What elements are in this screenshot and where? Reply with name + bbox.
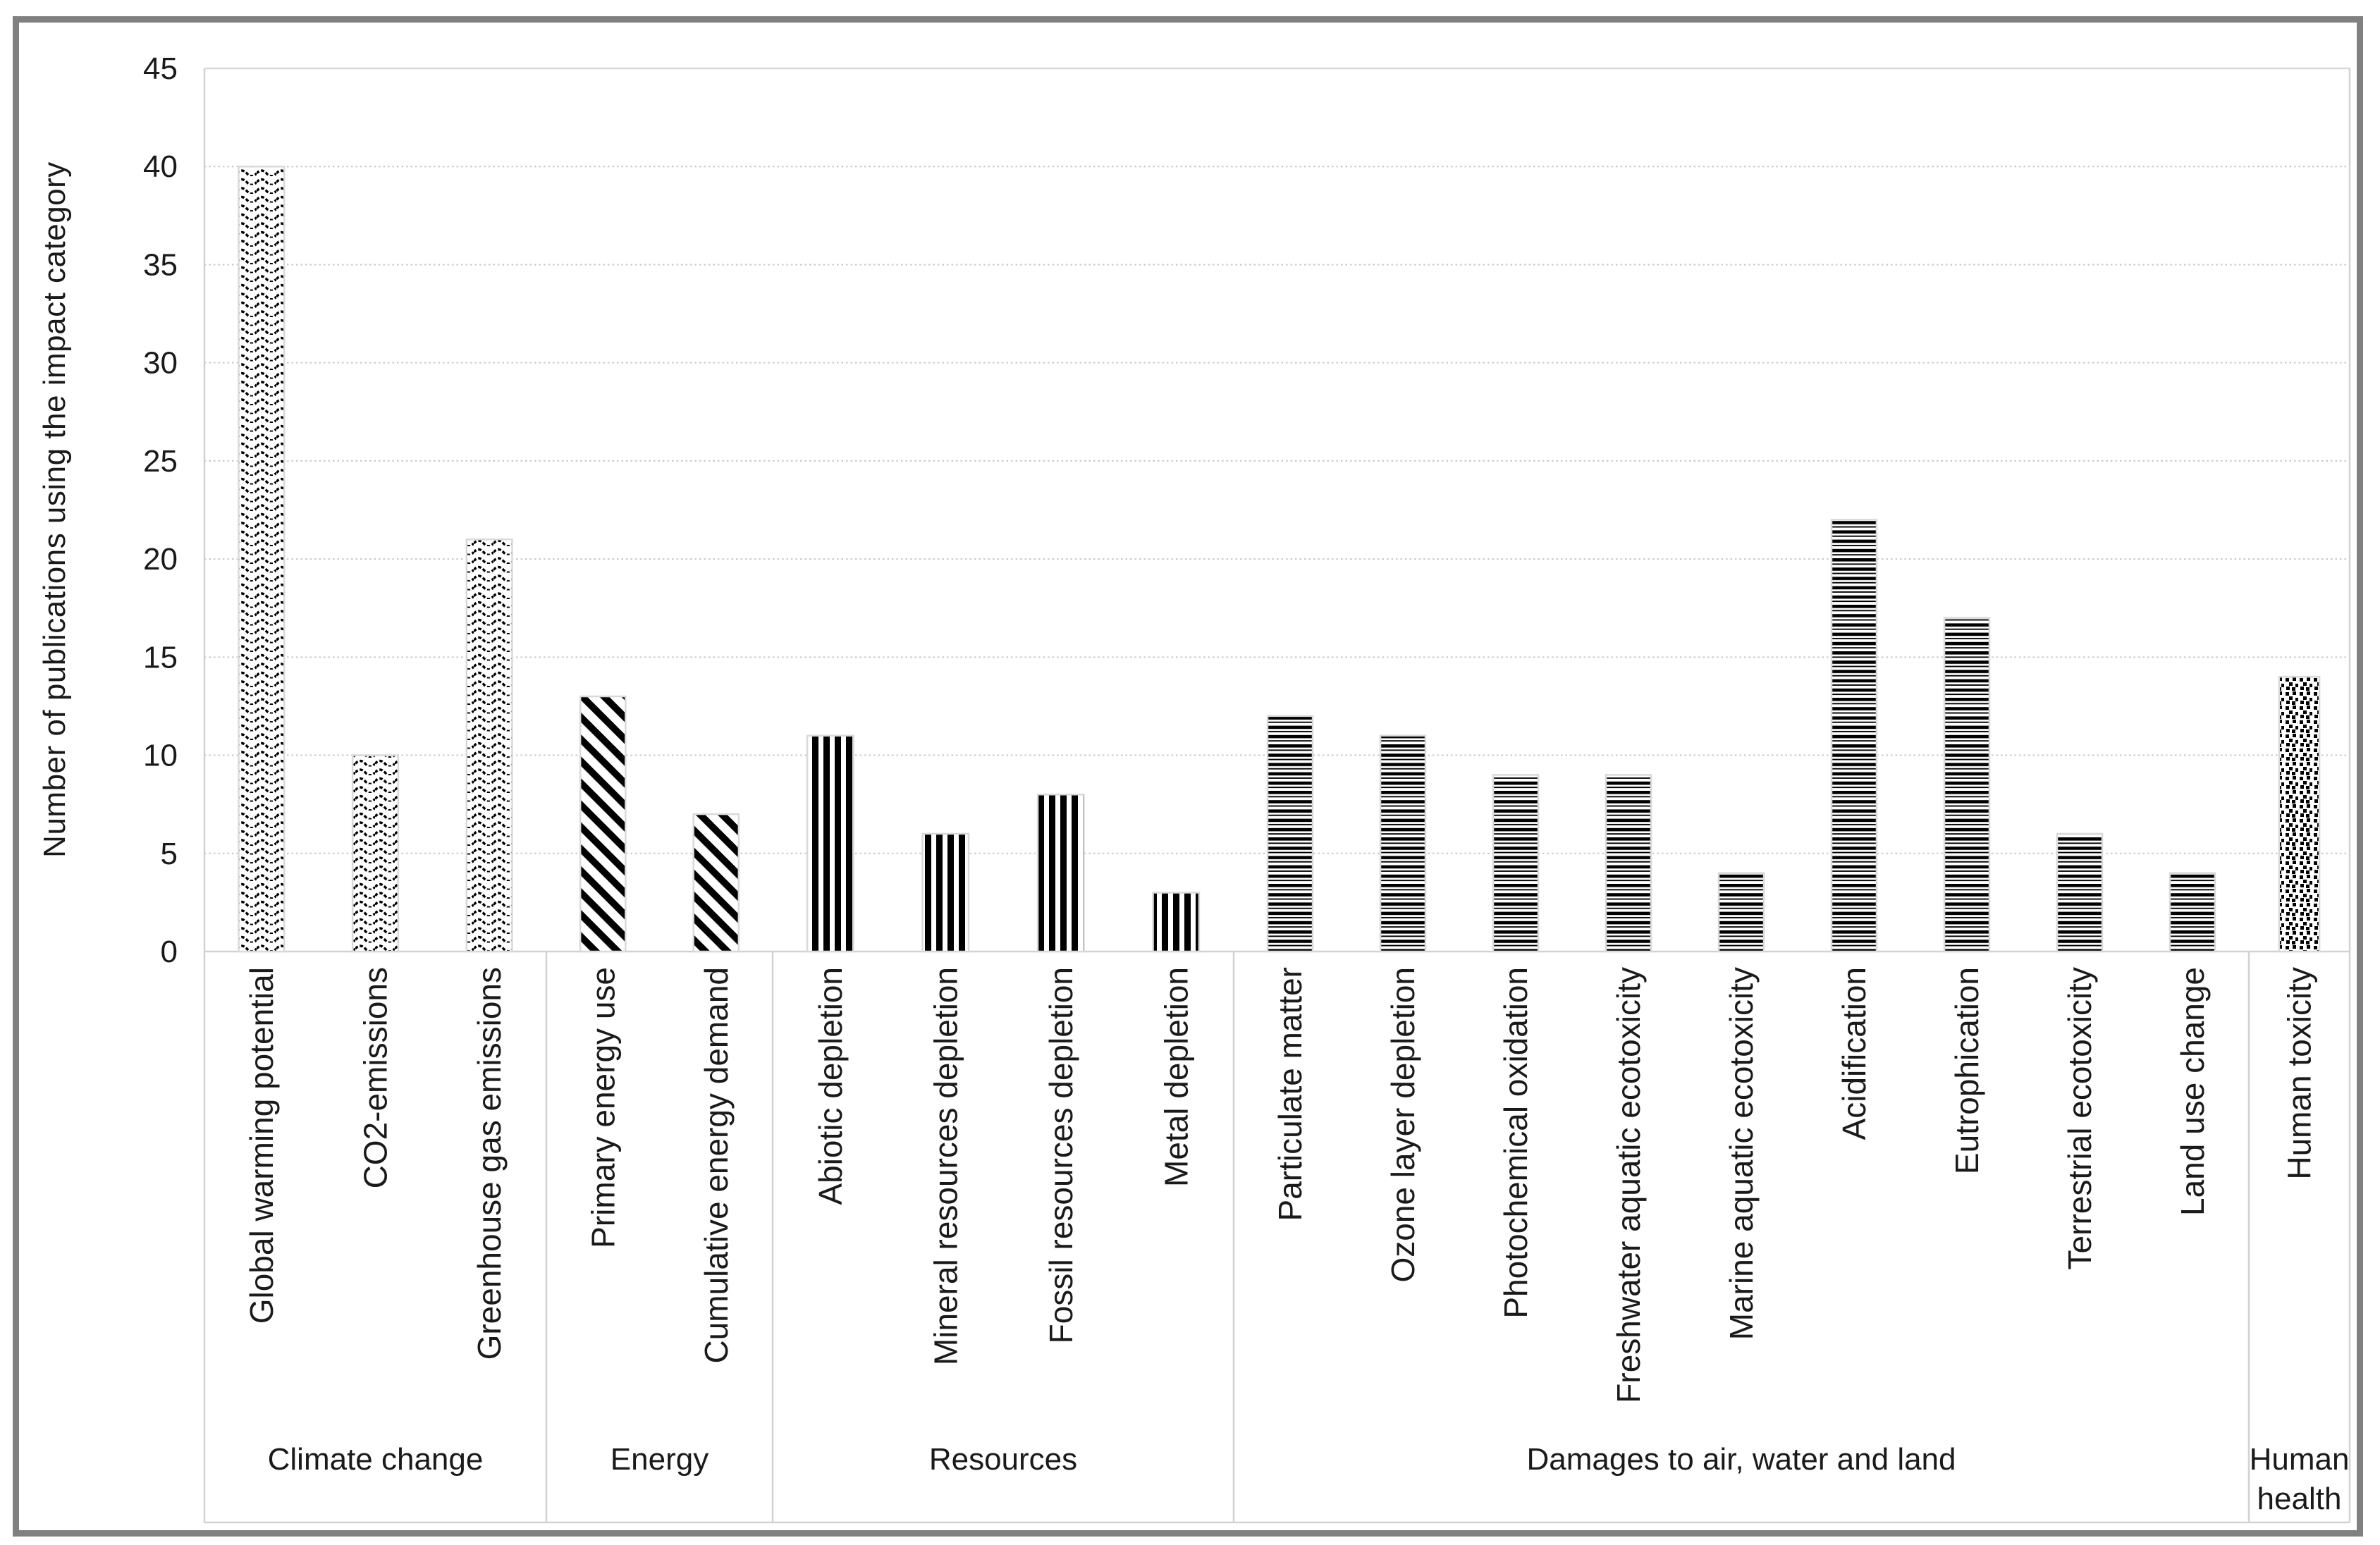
- x-category-label: Eutrophication: [1949, 967, 1985, 1174]
- bars: Global warming potential: 40 CO2-emission…: [238, 165, 2321, 953]
- y-tick-label: 5: [161, 837, 178, 871]
- x-category-label: Terrestrial ecotoxicity: [2061, 967, 2098, 1269]
- gridlines: [204, 67, 2350, 854]
- y-tick-label: 45: [143, 51, 178, 86]
- x-category-label: Fossil resources depletion: [1043, 967, 1079, 1343]
- x-category-label: Acidification: [1836, 967, 1872, 1140]
- x-category-label: Primary energy use: [584, 967, 621, 1248]
- x-group-label: Human: [2250, 1442, 2350, 1477]
- x-category-label: Global warming potential: [243, 967, 280, 1324]
- bar: Ozone layer depletion: 11: [1379, 734, 1427, 953]
- bar: Human toxicity: 14: [2278, 675, 2321, 953]
- bar: Metal depletion: 3: [1152, 892, 1201, 953]
- bar: Eutrophication: 17: [1943, 617, 1991, 953]
- x-category-label: Abiotic depletion: [812, 967, 849, 1205]
- x-category-label: Particulate matter: [1272, 967, 1308, 1221]
- x-group-labels: Climate change Energy Resources Damages to …: [268, 1442, 2350, 1516]
- y-tick-label: 10: [143, 739, 178, 773]
- x-category-label: Ozone layer depletion: [1385, 967, 1421, 1283]
- bar: Marine aquatic ecotoxicity: 4: [1717, 872, 1765, 953]
- y-axis-ticks: 0 5 10 15 20 25 30 35 40 45: [143, 51, 178, 969]
- y-tick-label: 30: [143, 346, 178, 381]
- bar: Acidification: 22: [1830, 519, 1878, 953]
- bar: Fossil resources depletion: 8: [1036, 793, 1085, 953]
- x-group-label: Damages to air, water and land: [1526, 1442, 1956, 1477]
- y-tick-label: 25: [143, 444, 178, 479]
- x-category-label: Mineral resources depletion: [927, 967, 964, 1365]
- x-category-label: Freshwater aquatic ecotoxicity: [1610, 967, 1647, 1403]
- bar: Global warming potential: 40: [238, 165, 286, 953]
- y-tick-label: 15: [143, 640, 178, 675]
- bar: Terrestrial ecotoxicity: 6: [2056, 832, 2104, 953]
- y-tick-label: 40: [143, 149, 178, 184]
- y-tick-label: 0: [161, 935, 178, 969]
- bar: Freshwater aquatic ecotoxicity: 9: [1605, 774, 1652, 953]
- x-group-label: Energy: [611, 1442, 709, 1477]
- x-category-label: Cumulative energy demand: [698, 967, 735, 1364]
- bar: Cumulative energy demand: 7: [692, 813, 740, 953]
- category-group-cells: [203, 68, 2351, 1524]
- x-group-label: health: [2257, 1482, 2342, 1516]
- x-category-label: Photochemical oxidation: [1497, 967, 1534, 1319]
- bar: Greenhouse gas emissions: 21: [465, 538, 513, 953]
- x-group-label: Climate change: [268, 1442, 484, 1477]
- y-tick-label: 20: [143, 542, 178, 577]
- x-category-label: Land use change: [2174, 967, 2211, 1216]
- bar: Particulate matter: 12: [1266, 715, 1314, 953]
- x-category-label: Greenhouse gas emissions: [471, 967, 508, 1360]
- bar: Primary energy use: 13: [579, 695, 627, 953]
- bar: Photochemical oxidation: 9: [1492, 774, 1540, 953]
- x-group-label: Resources: [929, 1442, 1077, 1477]
- x-category-label: CO2-emissions: [357, 967, 394, 1188]
- x-category-label: Human toxicity: [2281, 967, 2318, 1180]
- x-category-label: Marine aquatic ecotoxicity: [1723, 967, 1760, 1340]
- bar: Land use change: 4: [2169, 872, 2216, 953]
- y-tick-label: 35: [143, 247, 178, 282]
- bar: Mineral resources depletion: 6: [921, 832, 970, 953]
- bar: CO2-emissions: 10: [351, 754, 400, 953]
- bar: Abiotic depletion: 11: [806, 734, 854, 953]
- x-category-label: Metal depletion: [1158, 967, 1194, 1187]
- x-category-labels: Global warming potential CO2-emissions Gre…: [243, 967, 2318, 1403]
